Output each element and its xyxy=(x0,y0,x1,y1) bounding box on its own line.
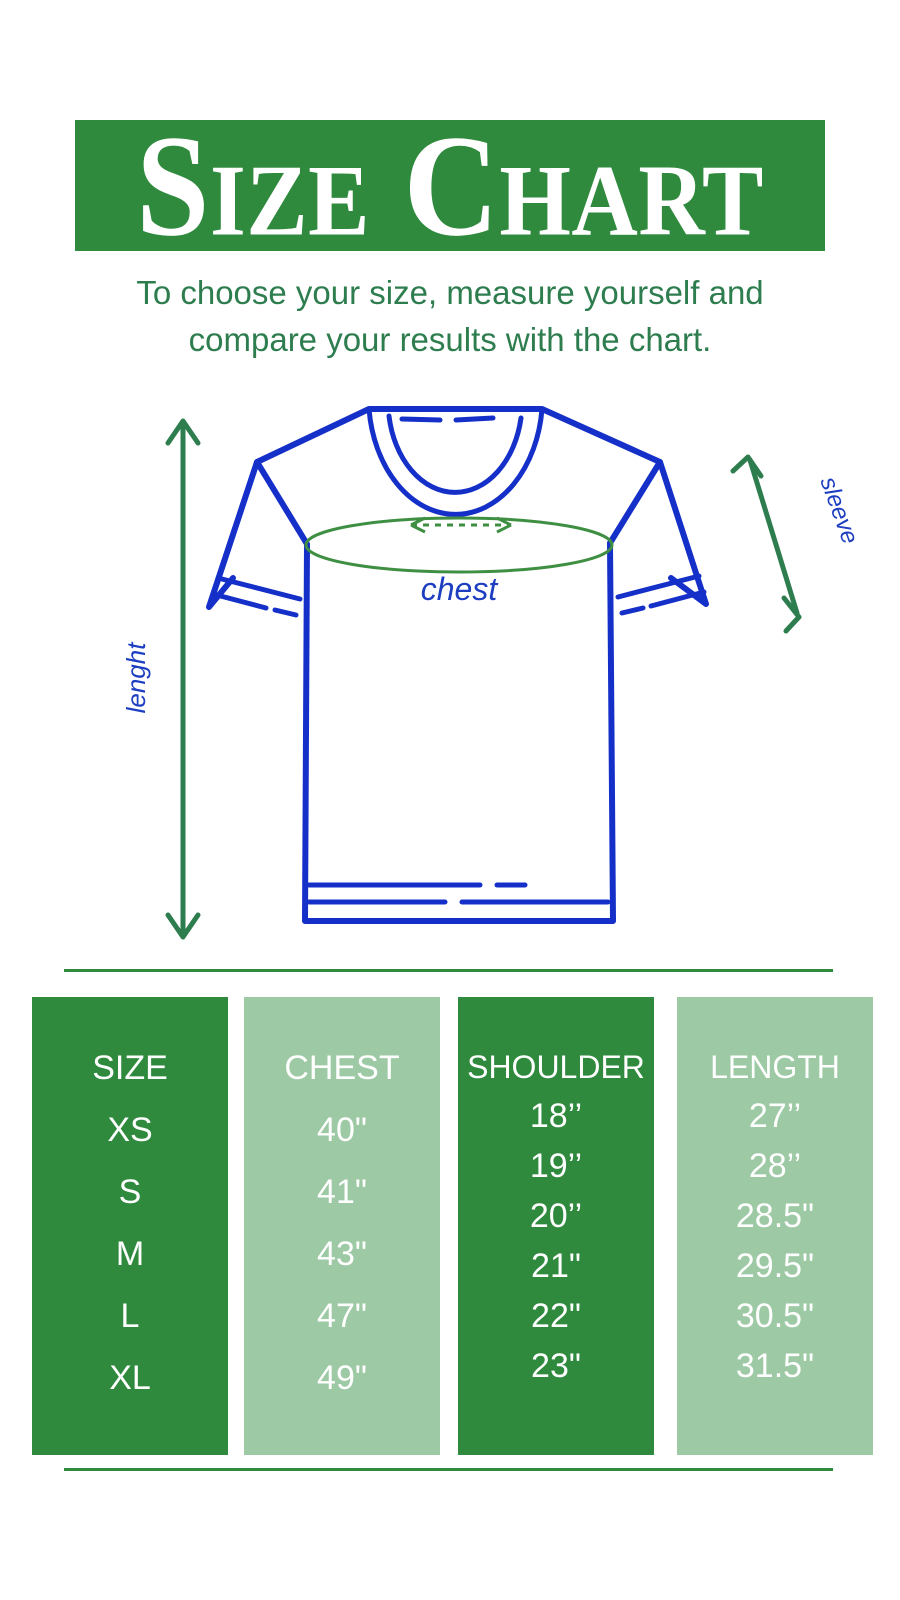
svg-text:sleeve: sleeve xyxy=(814,473,863,547)
svg-text:lenght: lenght xyxy=(121,641,151,714)
svg-text:chest: chest xyxy=(421,571,499,607)
